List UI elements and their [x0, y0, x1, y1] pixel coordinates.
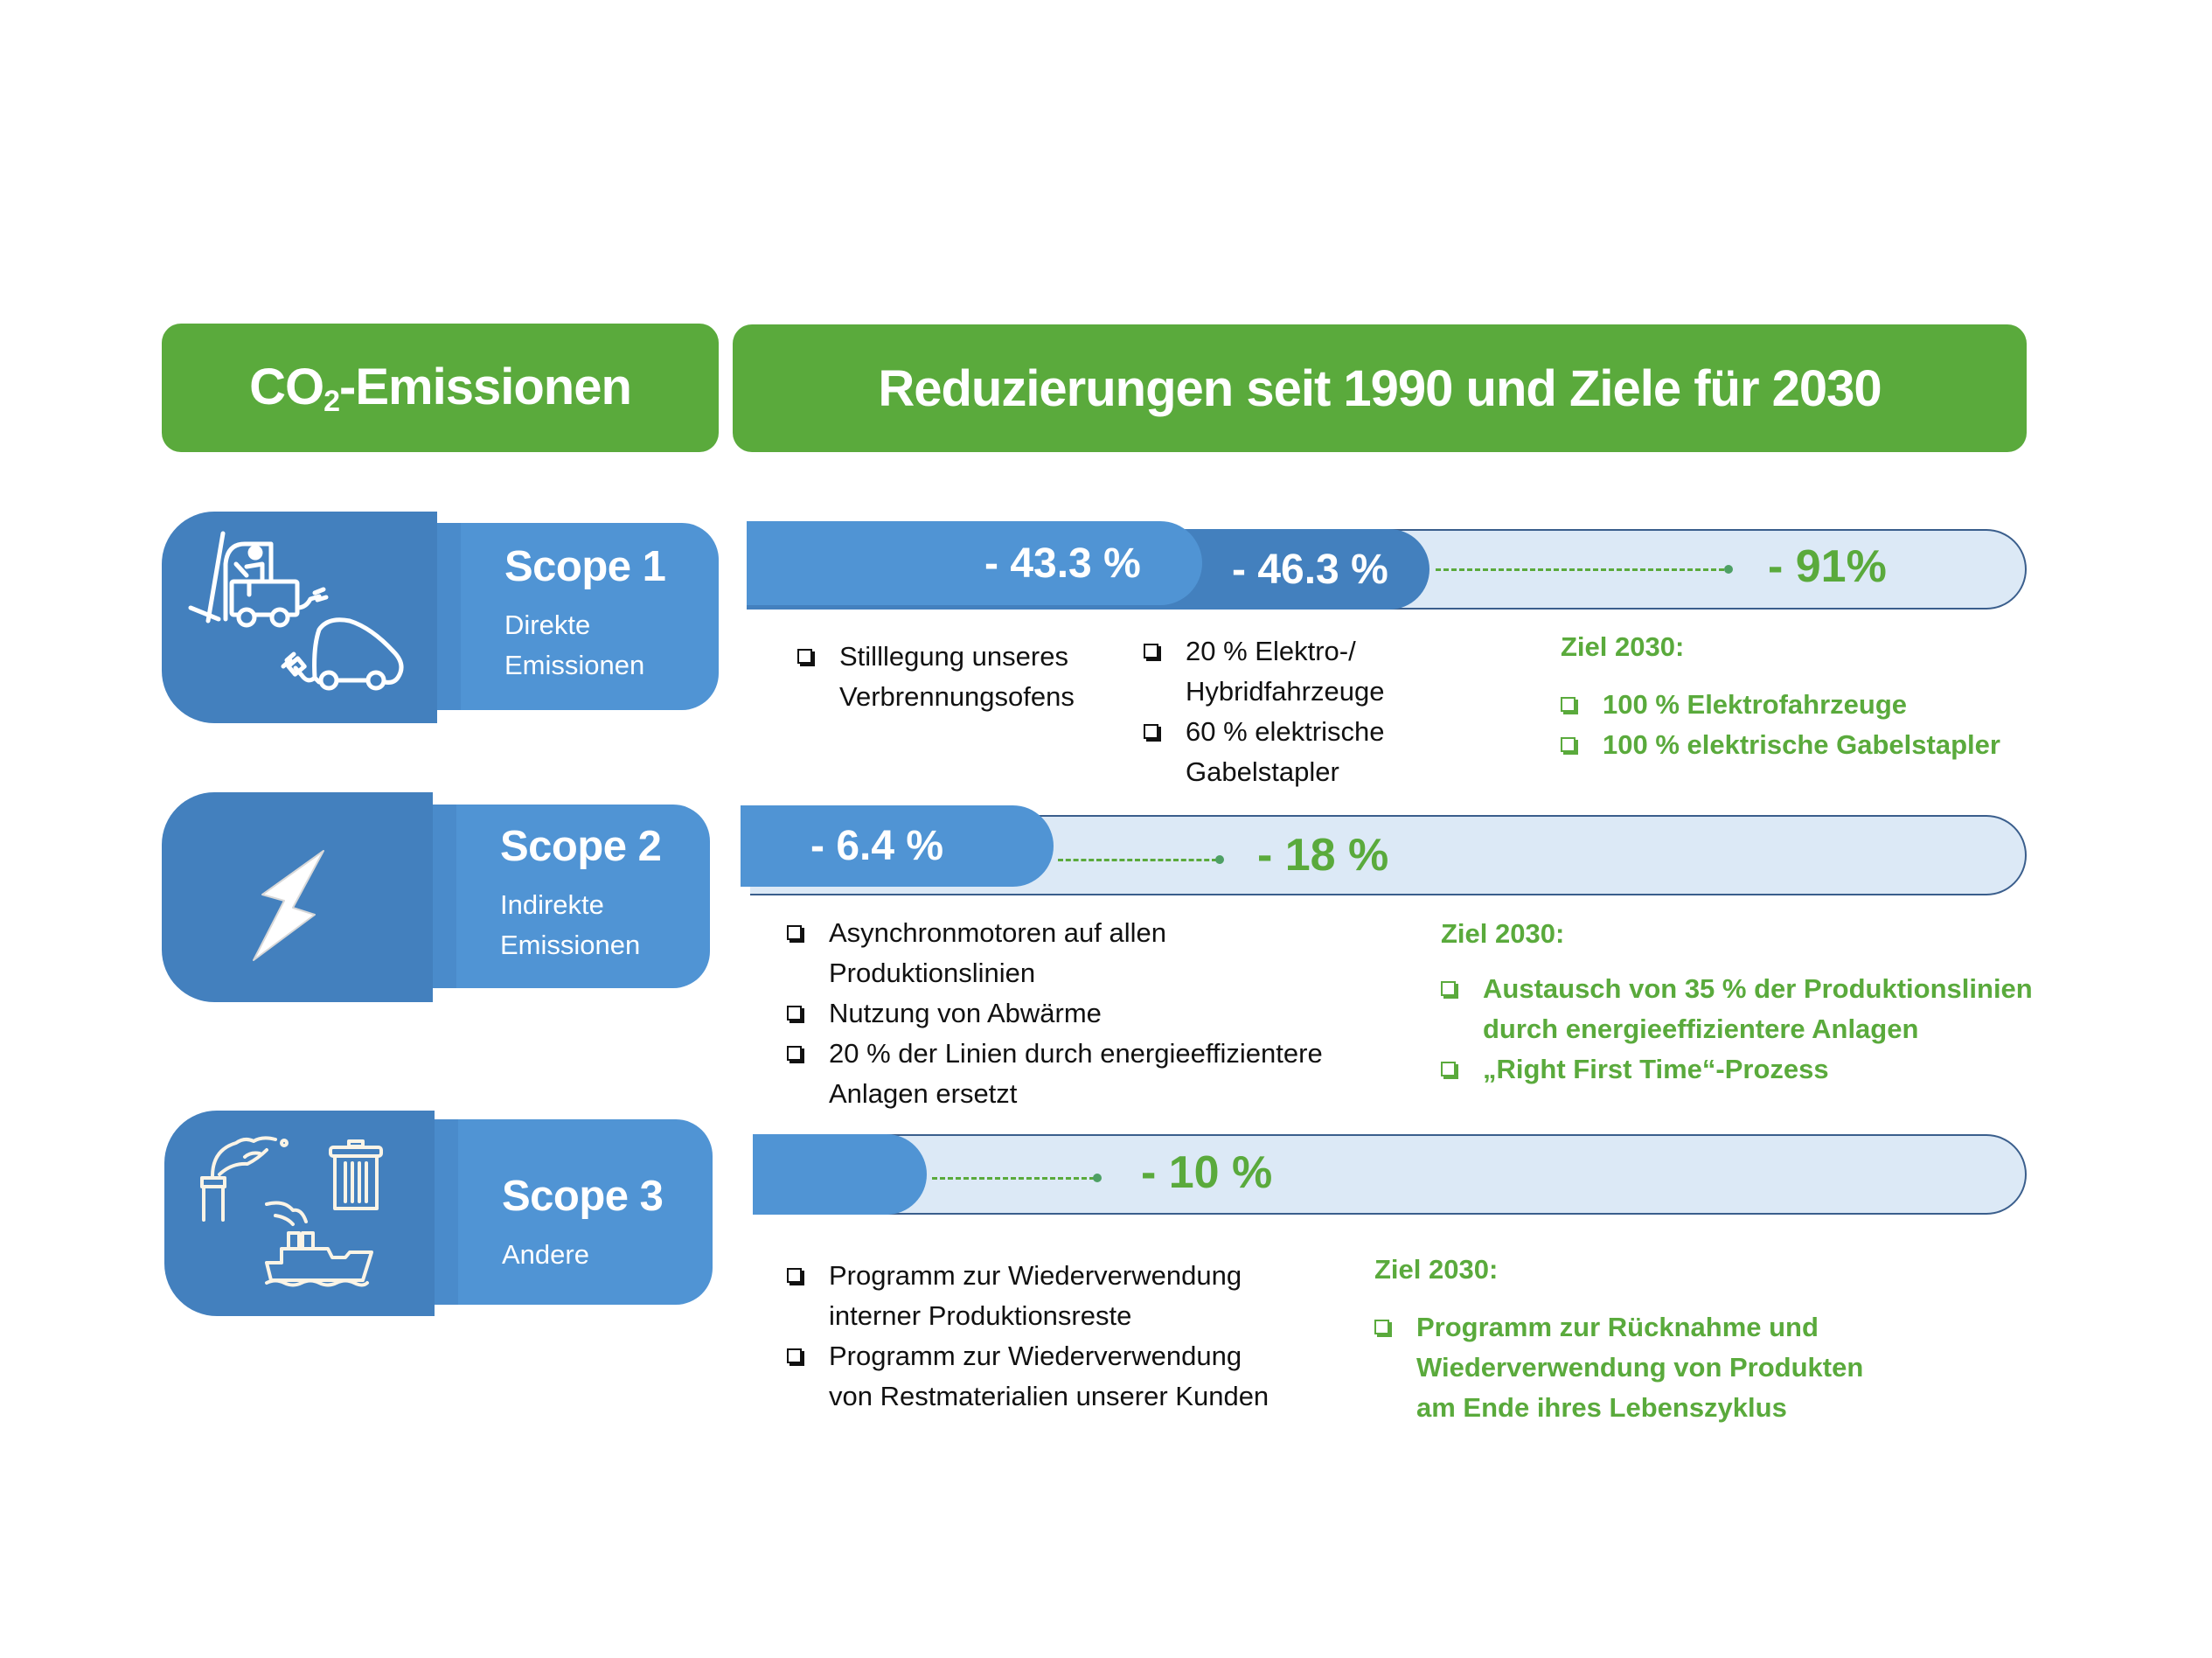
header-left-title: CO2-Emissionen — [249, 358, 632, 418]
list-item: 100 % elektrische Gabelstapler — [1561, 725, 2050, 765]
scope-2-goal-title: Ziel 2030: — [1441, 918, 1565, 949]
scope-2-joint — [433, 805, 457, 988]
checkbox-icon — [797, 649, 812, 664]
scope-1-reduction-2: - 46.3 % — [1232, 546, 1388, 593]
scope-2-bar-segment-1: - 6.4 % — [741, 805, 1054, 887]
scope-3-goals: Programm zur Rücknahme und Wiederverwend… — [1374, 1307, 1943, 1428]
scope-3-title: Scope 3 — [502, 1173, 664, 1220]
checkbox-icon — [1561, 697, 1576, 712]
forklift-icon — [188, 531, 329, 628]
trash-bin-icon — [329, 1139, 383, 1210]
scope-1-target: - 91% — [1768, 541, 1887, 592]
list-item: Asynchronmotoren auf allen Produktionsli… — [787, 913, 1399, 993]
checkbox-icon — [1561, 737, 1576, 752]
header-co2-emissionen: CO2-Emissionen — [162, 324, 719, 452]
scope-3-target: - 10 % — [1141, 1147, 1273, 1198]
list-item: Programm zur Rücknahme und Wiederverwend… — [1374, 1307, 1943, 1428]
checkbox-icon — [787, 925, 802, 940]
list-item: Austausch von 35 % der Produktionslinien… — [1441, 969, 2053, 1049]
checkbox-icon — [1374, 1320, 1389, 1334]
ship-icon — [265, 1201, 373, 1287]
scope-1-goal-title: Ziel 2030: — [1561, 631, 1685, 662]
scope-3-dashed-connector — [932, 1177, 1095, 1180]
scope-3-target-dot — [1093, 1174, 1102, 1182]
checkbox-icon — [1441, 1062, 1456, 1076]
scope-1-measures-col-1: Stilllegung unseres Verbrennungsofens — [797, 637, 1130, 717]
scope-1-subtitle: Direkte Emissionen — [504, 610, 645, 680]
scope-1-label-tab: Scope 1 Direkte Emissionen — [461, 523, 719, 710]
scope-3-bar-track — [753, 1134, 2027, 1215]
list-item: 20 % Elektro-/ Hybridfahrzeuge — [1144, 631, 1476, 712]
list-item: 20 % der Linien durch energieeffizienter… — [787, 1034, 1399, 1114]
checkbox-icon — [787, 1006, 802, 1021]
checkbox-icon — [1441, 981, 1456, 996]
list-item: „Right First Time“-Prozess — [1441, 1049, 2053, 1090]
list-item: 60 % elektrische Gabelstapler — [1144, 712, 1476, 792]
list-item: Programm zur Wiederverwendung von Restma… — [787, 1336, 1355, 1417]
checkbox-icon — [787, 1348, 802, 1363]
checkbox-icon — [787, 1268, 802, 1283]
checkbox-icon — [1144, 644, 1158, 658]
scope-3-measures: Programm zur Wiederverwendung interner P… — [787, 1256, 1355, 1417]
scope-3-subtitle: Andere — [502, 1239, 589, 1270]
checkbox-icon — [787, 1046, 802, 1061]
header-reductions-goals: Reduzierungen seit 1990 und Ziele für 20… — [733, 324, 2027, 452]
scope-1-goals: 100 % Elektrofahrzeuge 100 % elektrische… — [1561, 685, 2050, 765]
scope-1-target-dot — [1724, 565, 1733, 574]
scope-2-dashed-connector — [1058, 859, 1217, 861]
scope-2-label-tab: Scope 2 Indirekte Emissionen — [456, 805, 710, 988]
list-item: Stilllegung unseres Verbrennungsofens — [797, 637, 1130, 717]
scope-1-bar-segment-1: - 43.3 % — [747, 521, 1202, 605]
factory-smoke-icon — [200, 1136, 289, 1222]
list-item: 100 % Elektrofahrzeuge — [1561, 685, 2050, 725]
scope-2-reduction-1: - 6.4 % — [810, 823, 944, 869]
list-item: Programm zur Wiederverwendung interner P… — [787, 1256, 1355, 1336]
lightning-icon — [253, 850, 324, 961]
scope-2-title: Scope 2 — [500, 823, 662, 870]
scope-2-measures: Asynchronmotoren auf allen Produktionsli… — [787, 913, 1399, 1114]
scope-3-goal-title: Ziel 2030: — [1374, 1254, 1499, 1285]
scope-3-joint — [435, 1119, 459, 1305]
checkbox-icon — [1144, 724, 1158, 739]
scope-1-title: Scope 1 — [504, 543, 666, 590]
scope-2-target-dot — [1215, 855, 1224, 864]
list-item: Nutzung von Abwärme — [787, 993, 1399, 1034]
scope-1-reduction-1: - 43.3 % — [984, 540, 1141, 587]
scope-2-target: - 18 % — [1257, 830, 1389, 881]
scope-1-dashed-connector — [1436, 568, 1724, 571]
scope-2-subtitle: Indirekte Emissionen — [500, 889, 641, 960]
scope-3-label-tab: Scope 3 Andere — [458, 1119, 713, 1305]
electric-car-icon — [281, 617, 404, 691]
scope-1-joint — [437, 523, 462, 710]
header-right-title: Reduzierungen seit 1990 und Ziele für 20… — [878, 359, 1882, 417]
scope-3-bar-segment-1 — [753, 1134, 927, 1215]
scope-1-measures-col-2: 20 % Elektro-/ Hybridfahrzeuge 60 % elek… — [1144, 631, 1476, 792]
scope-2-goals: Austausch von 35 % der Produktionslinien… — [1441, 969, 2053, 1090]
